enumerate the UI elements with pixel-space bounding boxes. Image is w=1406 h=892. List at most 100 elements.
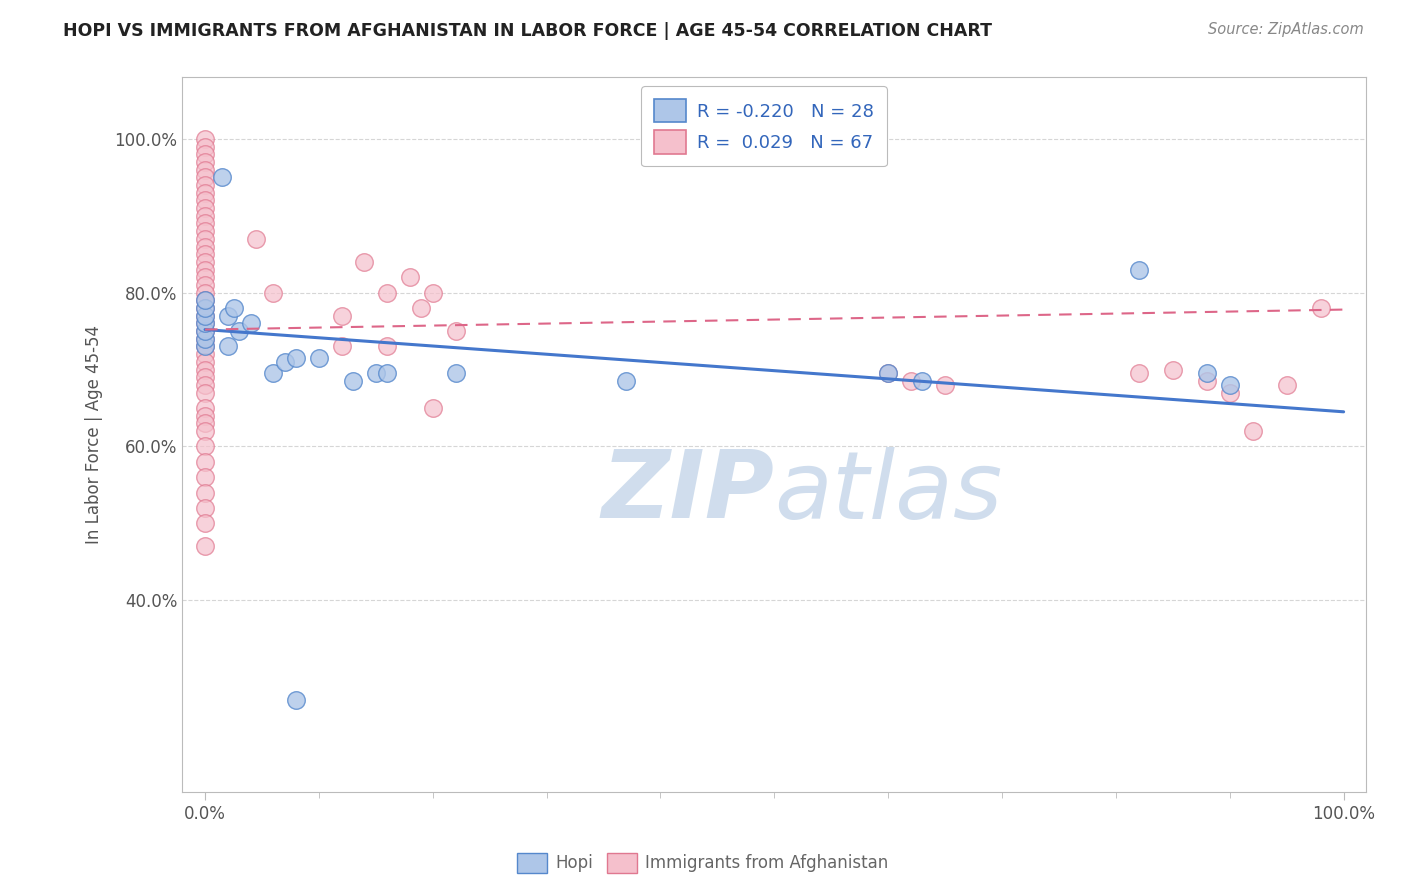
Point bbox=[194, 285, 217, 300]
Point bbox=[194, 262, 217, 277]
Point bbox=[1219, 385, 1241, 400]
Point bbox=[194, 132, 217, 146]
Point bbox=[194, 417, 217, 431]
Point bbox=[194, 355, 217, 369]
Point bbox=[285, 693, 308, 707]
Point bbox=[194, 139, 217, 153]
Point bbox=[194, 324, 217, 338]
Point bbox=[211, 170, 233, 185]
Point bbox=[239, 317, 262, 331]
Point bbox=[194, 539, 217, 553]
Point bbox=[194, 201, 217, 215]
Point bbox=[194, 500, 217, 515]
Point bbox=[1275, 378, 1298, 392]
Point bbox=[194, 170, 217, 185]
Point bbox=[262, 367, 284, 381]
Point bbox=[194, 277, 217, 292]
Point bbox=[353, 255, 375, 269]
Point bbox=[330, 339, 353, 353]
Point bbox=[422, 285, 444, 300]
Point bbox=[222, 301, 245, 315]
Point bbox=[1241, 424, 1264, 438]
Point bbox=[194, 455, 217, 469]
Point bbox=[194, 339, 217, 353]
Point bbox=[194, 317, 217, 331]
Point bbox=[194, 217, 217, 231]
Text: ZIP: ZIP bbox=[602, 446, 775, 538]
Point bbox=[399, 270, 422, 285]
Point bbox=[228, 324, 250, 338]
Point bbox=[375, 285, 398, 300]
Point bbox=[1195, 374, 1218, 388]
Point bbox=[877, 367, 900, 381]
Point bbox=[194, 309, 217, 323]
Point bbox=[444, 367, 467, 381]
Point bbox=[194, 162, 217, 177]
Point bbox=[194, 186, 217, 200]
Point bbox=[194, 178, 217, 192]
Point bbox=[194, 332, 217, 346]
Point bbox=[194, 409, 217, 423]
Text: atlas: atlas bbox=[775, 447, 1002, 538]
Point bbox=[375, 367, 398, 381]
Point bbox=[194, 239, 217, 253]
Point bbox=[308, 351, 330, 365]
Text: HOPI VS IMMIGRANTS FROM AFGHANISTAN IN LABOR FORCE | AGE 45-54 CORRELATION CHART: HOPI VS IMMIGRANTS FROM AFGHANISTAN IN L… bbox=[63, 22, 993, 40]
Point bbox=[194, 293, 217, 308]
Point bbox=[614, 374, 637, 388]
Point bbox=[194, 370, 217, 384]
Y-axis label: In Labor Force | Age 45-54: In Labor Force | Age 45-54 bbox=[86, 326, 103, 544]
Point bbox=[194, 324, 217, 338]
Point bbox=[194, 224, 217, 238]
Point bbox=[194, 301, 217, 315]
Point bbox=[194, 385, 217, 400]
Point bbox=[194, 485, 217, 500]
Point bbox=[911, 374, 934, 388]
Point bbox=[194, 247, 217, 261]
Point bbox=[194, 255, 217, 269]
Point bbox=[342, 374, 364, 388]
Point bbox=[877, 367, 900, 381]
Point bbox=[1219, 378, 1241, 392]
Point bbox=[1128, 262, 1150, 277]
Point bbox=[194, 309, 217, 323]
Point bbox=[194, 470, 217, 484]
Point bbox=[900, 374, 922, 388]
Point bbox=[194, 232, 217, 246]
Point bbox=[1161, 362, 1184, 376]
Point bbox=[194, 317, 217, 331]
Point bbox=[1309, 301, 1331, 315]
Legend: Hopi, Immigrants from Afghanistan: Hopi, Immigrants from Afghanistan bbox=[510, 847, 896, 880]
Point bbox=[194, 194, 217, 208]
Point bbox=[194, 301, 217, 315]
Point bbox=[194, 516, 217, 531]
Point bbox=[285, 351, 308, 365]
Point bbox=[375, 339, 398, 353]
Text: Source: ZipAtlas.com: Source: ZipAtlas.com bbox=[1208, 22, 1364, 37]
Point bbox=[194, 378, 217, 392]
Point bbox=[217, 339, 239, 353]
Point bbox=[194, 270, 217, 285]
Point bbox=[194, 147, 217, 161]
Point bbox=[194, 401, 217, 415]
Point bbox=[194, 339, 217, 353]
Point bbox=[364, 367, 387, 381]
Point bbox=[1128, 367, 1150, 381]
Point bbox=[217, 309, 239, 323]
Point bbox=[934, 378, 956, 392]
Point bbox=[194, 332, 217, 346]
Point bbox=[274, 355, 297, 369]
Point bbox=[411, 301, 433, 315]
Point bbox=[444, 324, 467, 338]
Point bbox=[245, 232, 267, 246]
Legend: R = -0.220   N = 28, R =  0.029   N = 67: R = -0.220 N = 28, R = 0.029 N = 67 bbox=[641, 87, 887, 166]
Point bbox=[330, 309, 353, 323]
Point bbox=[194, 362, 217, 376]
Point bbox=[194, 347, 217, 361]
Point bbox=[194, 293, 217, 308]
Point bbox=[422, 401, 444, 415]
Point bbox=[194, 209, 217, 223]
Point bbox=[194, 155, 217, 169]
Point bbox=[1195, 367, 1218, 381]
Point bbox=[194, 424, 217, 438]
